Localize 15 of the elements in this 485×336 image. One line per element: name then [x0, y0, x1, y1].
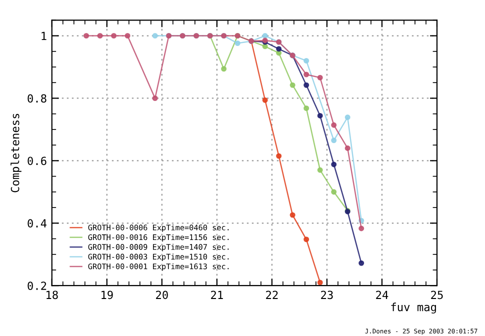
x-axis-title: fuv mag: [391, 302, 436, 314]
x-tick-label: 21: [211, 290, 223, 299]
y-tick-label: 0.4: [28, 219, 47, 228]
x-tick-label: 19: [102, 290, 113, 300]
x-tick-label: 18: [46, 290, 58, 300]
y-tick-label: 0.8: [28, 94, 46, 103]
x-tick-label: 25: [431, 290, 443, 300]
y-axis-title: Completeness: [10, 114, 22, 192]
x-tick-label: 20: [156, 290, 168, 300]
x-tick-label: 24: [376, 290, 388, 299]
y-tick-label: 0.6: [28, 156, 46, 166]
y-tick-label: 1: [42, 32, 46, 40]
x-tick-label: 23: [321, 290, 333, 300]
y-tick-label: 0.2: [28, 282, 46, 290]
x-tick-label: 22: [266, 290, 278, 299]
